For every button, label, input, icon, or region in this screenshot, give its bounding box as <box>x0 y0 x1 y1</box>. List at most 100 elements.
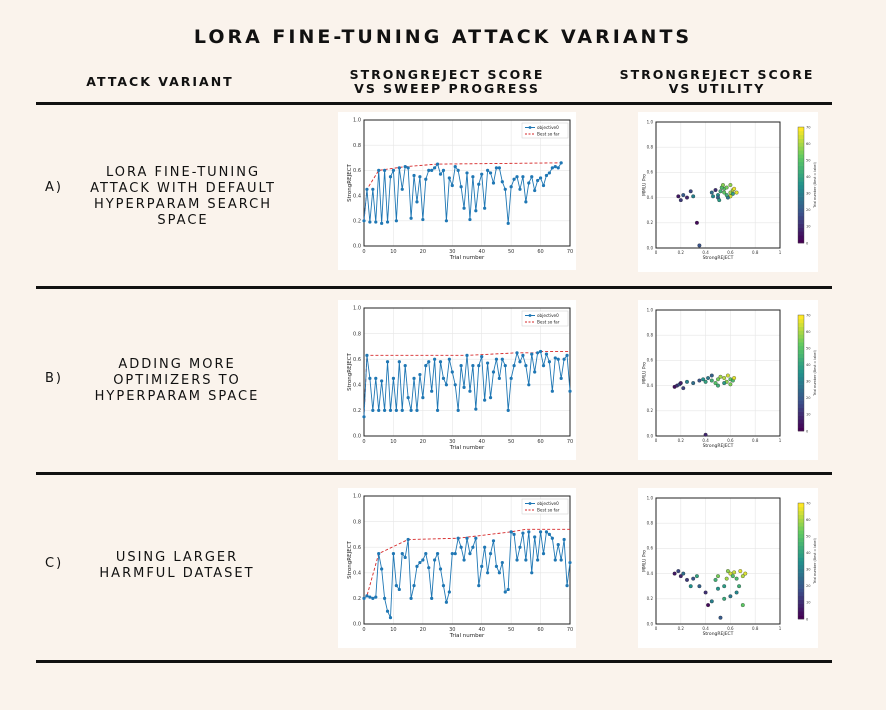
objective-point <box>491 181 496 185</box>
objective-point <box>480 355 484 359</box>
column-header-utility-line1: STRONGREJECT SCORE <box>619 67 815 82</box>
scatter-point <box>688 584 693 589</box>
y-tick-label: 0.6 <box>647 546 654 551</box>
objective-point <box>368 376 372 380</box>
y-axis-label: StrongREJECT <box>347 541 353 579</box>
colorbar-segment <box>798 373 804 378</box>
scatter-point <box>732 376 737 380</box>
row-b-letter: B) <box>45 371 63 386</box>
sweep-chart-b-svg: 0 10 20 30 40 50 60 70 0.0 0.2 0.4 0.6 0.8 1.0 Trial n… <box>347 306 573 451</box>
scatter-point <box>722 381 727 386</box>
objective-point <box>547 360 551 364</box>
colorbar-label: Trial number (Best = label) <box>813 537 817 584</box>
colorbar-segment <box>798 157 804 163</box>
scatter-point <box>730 191 735 196</box>
x-tick-label: 50 <box>508 439 514 445</box>
objective-point <box>521 353 525 357</box>
objective-point <box>465 353 469 357</box>
objective-point <box>447 357 451 361</box>
objective-point <box>462 385 466 389</box>
objective-point <box>450 370 454 374</box>
objective-point <box>394 408 398 412</box>
y-tick-label: 0.0 <box>353 244 361 250</box>
objective-point <box>412 376 416 380</box>
colorbar-segment <box>798 330 804 335</box>
y-tick-label: 1.0 <box>353 306 361 312</box>
objective-point <box>424 177 428 181</box>
objective-point <box>371 596 375 600</box>
objective-point <box>550 389 554 393</box>
colorbar-segment <box>798 188 804 194</box>
scatter-point <box>713 381 718 386</box>
colorbar-segment <box>798 369 804 374</box>
objective-point <box>383 168 387 172</box>
objective-point <box>415 564 419 568</box>
y-axis-label: MMLU Pro <box>642 174 648 196</box>
y-tick-label: 0.6 <box>353 357 361 363</box>
x-tick-label: 70 <box>567 439 573 445</box>
scatter-point <box>722 584 727 589</box>
objective-point <box>518 545 522 549</box>
colorbar-segment <box>798 415 804 420</box>
colorbar-tick-label: 30 <box>806 568 811 572</box>
objective-point <box>391 376 396 380</box>
scatter-point <box>730 574 735 579</box>
colorbar-segment <box>798 564 804 570</box>
scatter-point <box>676 569 681 574</box>
y-tick-label: 0.8 <box>353 519 361 525</box>
y-tick-label: 0.8 <box>353 331 361 337</box>
column-header-sweep-line1: STRONGREJECT SCORE <box>349 67 545 82</box>
scatter-point <box>722 190 727 195</box>
objective-point <box>380 221 384 225</box>
objective-point <box>450 552 454 556</box>
plot-frame <box>363 119 571 247</box>
colorbar-segment <box>798 561 804 566</box>
objective-point <box>397 587 401 592</box>
scatter-point <box>701 377 706 382</box>
objective-point <box>559 558 563 562</box>
x-tick-label: 60 <box>537 249 543 255</box>
colorbar-segment <box>798 423 804 428</box>
colorbar-segment <box>798 427 804 432</box>
objective-point <box>400 552 404 556</box>
scatter-point <box>718 189 723 194</box>
objective-point <box>486 168 490 172</box>
colorbar-segment <box>798 568 804 573</box>
y-tick-label: 0.4 <box>353 570 361 576</box>
colorbar-tick-label: 30 <box>806 192 811 196</box>
objective-point <box>497 166 501 170</box>
y-tick-label: 0.2 <box>647 220 654 225</box>
scatter-point <box>691 194 696 199</box>
scatter-point <box>737 584 742 589</box>
scatter-point <box>709 190 714 195</box>
objective-point <box>391 168 396 172</box>
legend-best-label: Best so far <box>537 508 560 513</box>
objective-point <box>503 364 507 368</box>
scatter-point <box>734 190 739 195</box>
scatter-point <box>678 198 683 203</box>
y-tick-label: 1.0 <box>647 307 654 312</box>
colorbar-segment <box>798 392 804 397</box>
scatter-point <box>703 379 708 384</box>
scatter-point <box>728 571 733 576</box>
colorbar-segment <box>798 576 804 581</box>
objective-point <box>450 183 454 188</box>
objective-point <box>538 530 543 534</box>
column-header-utility-line2: VS UTILITY <box>668 81 766 96</box>
objective-point <box>371 187 375 191</box>
scatter-point <box>718 374 723 379</box>
y-tick-label: 1.0 <box>353 494 361 500</box>
row-a-text: LORA FINE-TUNING ATTACK WITH DEFAULT HYP… <box>68 165 298 229</box>
objective-point <box>562 537 566 542</box>
scatter-point <box>716 377 720 382</box>
objective-point <box>424 364 428 368</box>
x-tick-label: 50 <box>508 627 514 633</box>
objective-point <box>418 175 422 179</box>
scatter-point <box>691 381 696 386</box>
colorbar-segment <box>798 376 804 382</box>
legend-objective-label: objective0 <box>537 501 559 506</box>
y-tick-label: 1.0 <box>647 119 654 124</box>
colorbar-segment <box>798 503 804 508</box>
objective-point <box>459 545 463 549</box>
objective-point <box>538 349 543 354</box>
